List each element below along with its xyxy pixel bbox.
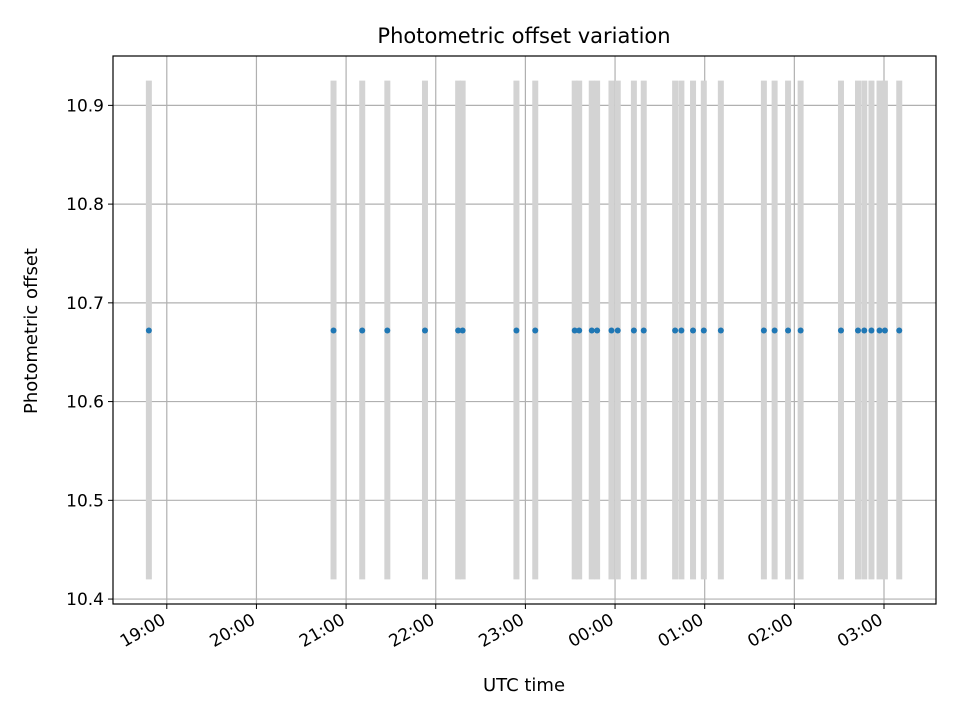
- data-point: [678, 327, 685, 334]
- data-point: [330, 327, 337, 334]
- data-point: [672, 327, 679, 334]
- data-point: [608, 327, 615, 334]
- y-tick-label: 10.8: [66, 195, 104, 215]
- data-point: [640, 327, 647, 334]
- data-point: [571, 327, 578, 334]
- data-point: [785, 327, 792, 334]
- x-axis-label: UTC time: [483, 675, 565, 696]
- y-tick-label: 10.5: [66, 491, 104, 511]
- data-point: [896, 327, 903, 334]
- chart-title: Photometric offset variation: [377, 24, 670, 48]
- plot-frame: [112, 55, 937, 605]
- data-point: [861, 327, 868, 334]
- data-point: [455, 327, 462, 334]
- data-point: [588, 327, 595, 334]
- data-point: [594, 327, 601, 334]
- data-point: [837, 327, 844, 334]
- y-axis-label: Photometric offset: [21, 248, 42, 414]
- data-point: [760, 327, 767, 334]
- data-point: [513, 327, 520, 334]
- data-point: [876, 327, 883, 334]
- data-point: [384, 327, 391, 334]
- data-point: [717, 327, 724, 334]
- data-point: [359, 327, 366, 334]
- data-point: [771, 327, 778, 334]
- data-point: [700, 327, 707, 334]
- y-tick-label: 10.4: [66, 590, 104, 610]
- y-tick-label: 10.9: [66, 96, 104, 116]
- data-point: [797, 327, 804, 334]
- data-point: [614, 327, 621, 334]
- y-axis: 10.4 10.5 10.6 10.7 10.8 10.9: [66, 96, 113, 610]
- data-point: [881, 327, 888, 334]
- y-tick-label: 10.7: [66, 294, 104, 314]
- data-points: [145, 327, 903, 334]
- data-point: [145, 327, 152, 334]
- data-point: [690, 327, 697, 334]
- data-point: [421, 327, 428, 334]
- data-point: [855, 327, 862, 334]
- data-point: [576, 327, 583, 334]
- y-tick-label: 10.6: [66, 393, 104, 413]
- data-point: [532, 327, 539, 334]
- data-point: [630, 327, 637, 334]
- data-point: [459, 327, 466, 334]
- data-point: [868, 327, 875, 334]
